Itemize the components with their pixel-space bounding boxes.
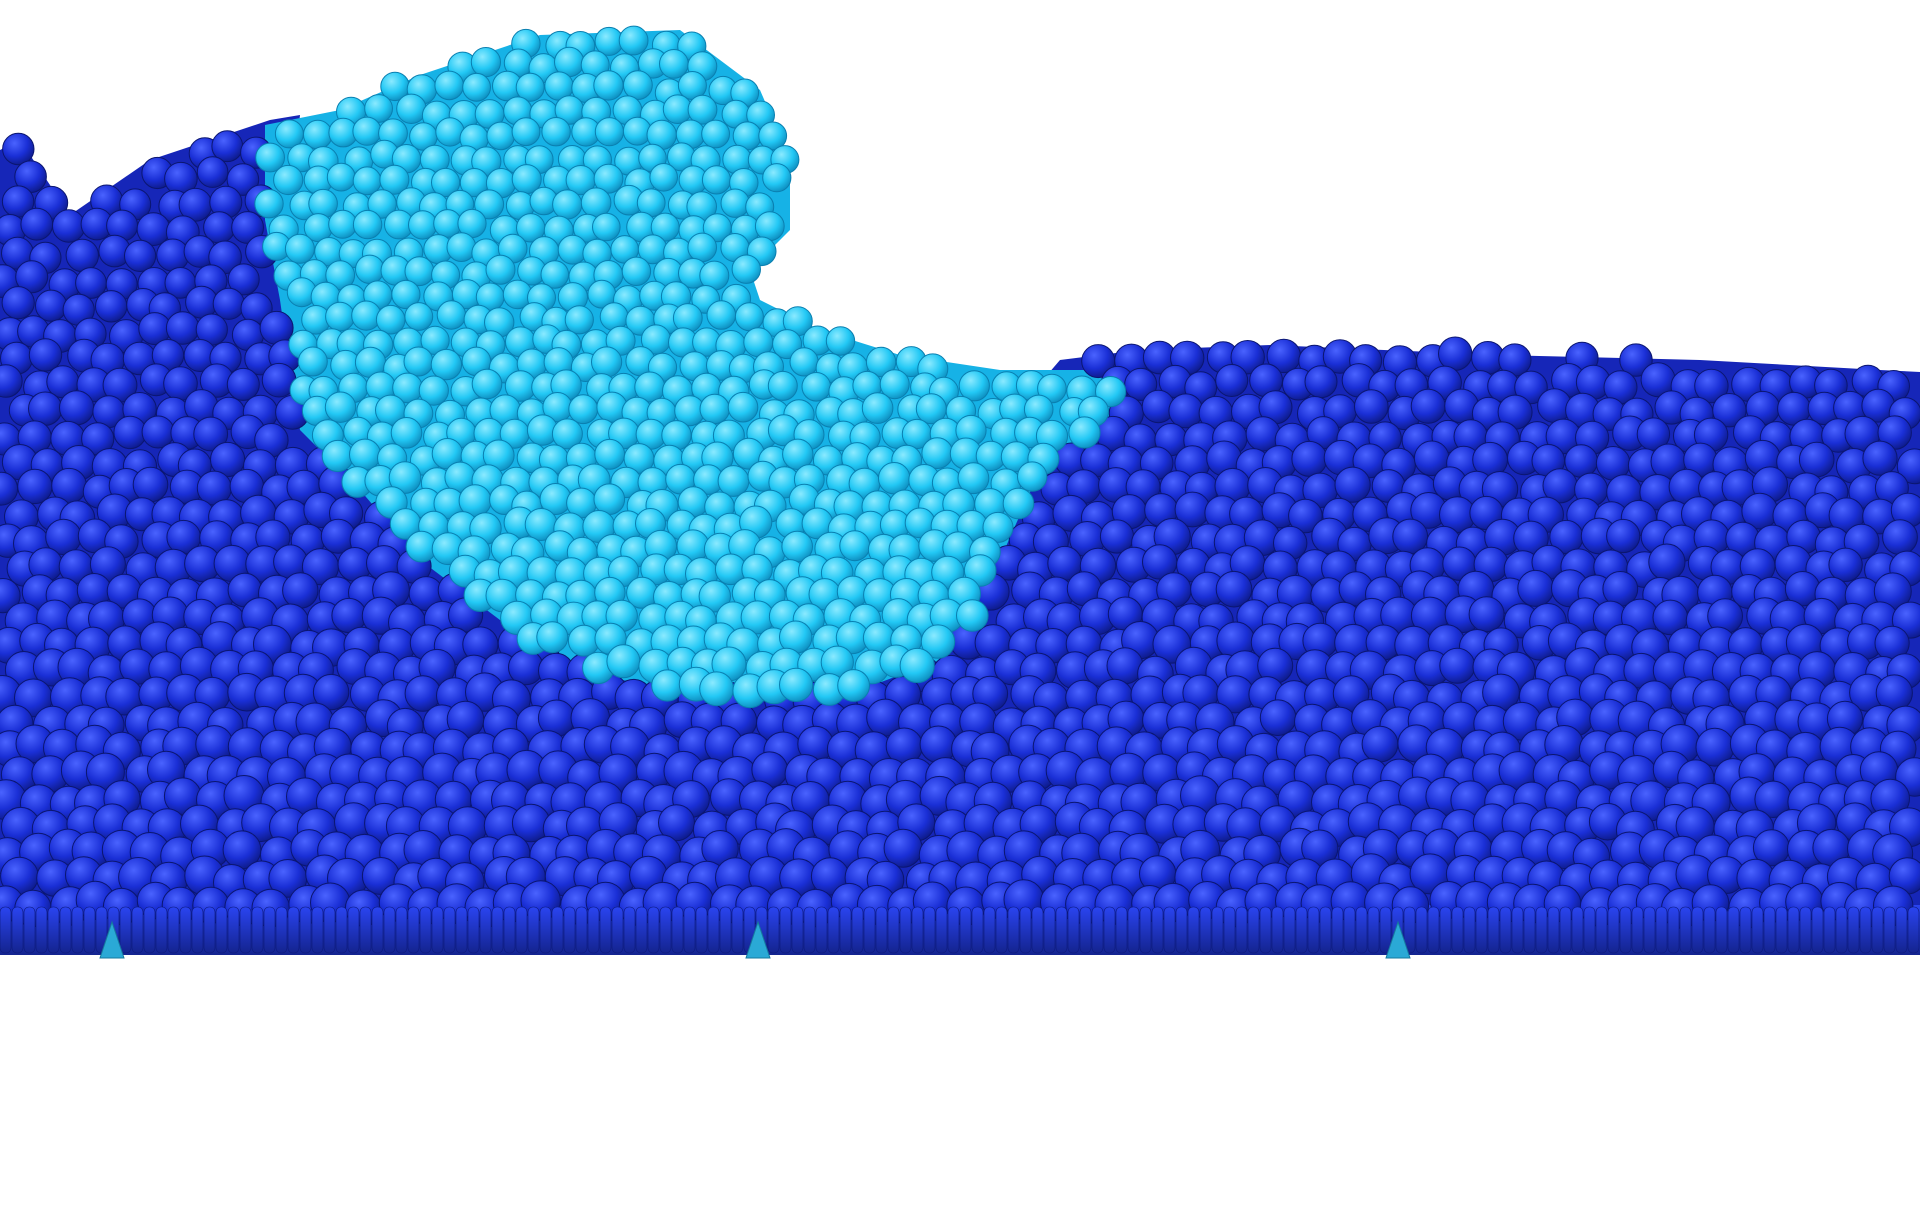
floor-marker-icon <box>1385 920 1411 959</box>
floor-marker-icon <box>745 920 771 959</box>
floor-marker-icon <box>99 920 125 959</box>
particle-spheres <box>0 25 1920 929</box>
boundary-particle-row <box>0 906 1920 954</box>
floor-markers <box>99 920 1411 959</box>
